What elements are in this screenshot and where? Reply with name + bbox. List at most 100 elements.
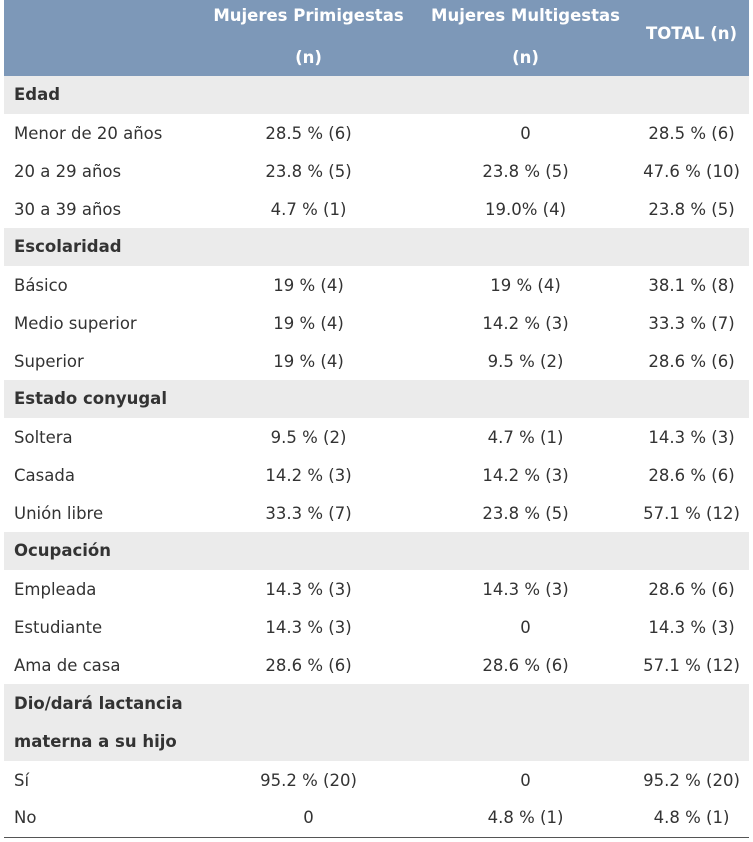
row-label: Básico (14, 275, 68, 295)
section-empty-cell (634, 76, 749, 114)
table-row: Básico 19 % (4) 19 % (4) 38.1 % (8) (4, 266, 749, 304)
section-title: Escolaridad (4, 228, 200, 266)
section-title-line: Dio/dará lactancia (14, 693, 183, 713)
section-empty-cell (200, 684, 417, 761)
cell-primigestas: 4.7 % (1) (270, 199, 347, 219)
row-label: No (4, 799, 200, 838)
table-row: Superior 19 % (4) 9.5 % (2) 28.6 % (6) (4, 342, 749, 380)
row-label: Superior (14, 351, 84, 371)
section-empty-cell (634, 228, 749, 266)
row-label: Casada (14, 465, 75, 485)
table-row: Unión libre 33.3 % (7) 23.8 % (5) 57.1 % (1… (4, 494, 749, 532)
row-label: Menor de 20 años (14, 123, 163, 143)
cell-multigestas: 14.2 % (3) (482, 313, 569, 333)
table-row: Medio superior 19 % (4) 14.2 % (3) 33.3 % (… (4, 304, 749, 342)
section-empty-cell (417, 532, 634, 570)
cell-total: 28.6 % (6) (648, 579, 735, 599)
row-label: Sí (14, 770, 30, 790)
section-empty-cell (634, 684, 749, 761)
cell-primigestas: 33.3 % (7) (265, 503, 352, 523)
row-label: Empleada (14, 579, 97, 599)
table-header-row: Mujeres Primigestas (n) Mujeres Multiges… (4, 0, 749, 76)
cell-primigestas: 14.2 % (3) (265, 465, 352, 485)
section-empty-cell (634, 380, 749, 418)
header-primigestas-title: Mujeres Primigestas (213, 6, 404, 25)
table-row: Casada 14.2 % (3) 14.2 % (3) 28.6 % (6) (4, 456, 749, 494)
table-row: No 0 4.8 % (1) 4.8 % (1) (4, 799, 749, 838)
section-title: Edad (4, 76, 200, 114)
cell-total: 33.3 % (7) (648, 313, 735, 333)
cell-multigestas: 4.8 % (1) (417, 799, 634, 838)
table-row: Soltera 9.5 % (2) 4.7 % (1) 14.3 % (3) (4, 418, 749, 456)
section-title-line: Escolaridad (14, 237, 122, 256)
row-label: 30 a 39 años (14, 199, 122, 219)
section-header-row: Dio/dará lactancia materna a su hijo (4, 684, 749, 761)
cell-primigestas: 19 % (4) (273, 313, 344, 333)
table-row: Menor de 20 años 28.5 % (6) 0 28.5 % (6) (4, 114, 749, 152)
row-label: Unión libre (14, 503, 104, 523)
header-multigestas-unit: (n) (512, 48, 539, 67)
cell-primigestas: 95.2 % (20) (260, 770, 357, 790)
row-label: 20 a 29 años (14, 161, 122, 181)
row-label: Medio superior (14, 313, 137, 333)
header-primigestas: Mujeres Primigestas (n) (200, 0, 417, 76)
section-header-row: Estado conyugal (4, 380, 749, 418)
table-row: Empleada 14.3 % (3) 14.3 % (3) 28.6 % (6) (4, 570, 749, 608)
cell-total: 57.1 % (12) (643, 655, 740, 675)
header-label-column (4, 0, 200, 76)
table-row: Estudiante 14.3 % (3) 0 14.3 % (3) (4, 608, 749, 646)
cell-primigestas: 19 % (4) (273, 275, 344, 295)
cell-primigestas: 0 (200, 799, 417, 838)
row-label: Ama de casa (14, 655, 121, 675)
cell-multigestas: 14.3 % (3) (482, 579, 569, 599)
cell-multigestas: 0 (520, 617, 531, 637)
section-empty-cell (200, 380, 417, 418)
section-header-row: Edad (4, 76, 749, 114)
cell-total: 47.6 % (10) (643, 161, 740, 181)
section-title: Ocupación (4, 532, 200, 570)
section-title: Estado conyugal (4, 380, 200, 418)
cell-total: 28.5 % (6) (648, 123, 735, 143)
cell-multigestas: 23.8 % (5) (482, 161, 569, 181)
section-title-line: materna a su hijo (14, 731, 177, 751)
row-label: Soltera (14, 427, 73, 447)
table-row: 30 a 39 años 4.7 % (1) 19.0% (4) 23.8 % (5) (4, 190, 749, 228)
cell-multigestas: 0 (520, 770, 531, 790)
section-empty-cell (417, 684, 634, 761)
table-row: 20 a 29 años 23.8 % (5) 23.8 % (5) 47.6 % (… (4, 152, 749, 190)
section-header-row: Ocupación (4, 532, 749, 570)
header-multigestas: Mujeres Multigestas (n) (417, 0, 634, 76)
cell-total: 28.6 % (6) (648, 351, 735, 371)
cell-primigestas: 19 % (4) (273, 351, 344, 371)
section-title-line: Edad (14, 85, 61, 104)
section-header-row: Escolaridad (4, 228, 749, 266)
cell-total: 38.1 % (8) (648, 275, 735, 295)
cell-primigestas: 28.6 % (6) (265, 655, 352, 675)
cell-total: 14.3 % (3) (648, 427, 735, 447)
cell-primigestas: 14.3 % (3) (265, 579, 352, 599)
table-row: Sí 95.2 % (20) 0 95.2 % (20) (4, 761, 749, 799)
cell-total: 14.3 % (3) (648, 617, 735, 637)
row-label: Estudiante (14, 617, 103, 637)
section-title-line: Estado conyugal (14, 389, 167, 408)
demographics-table: Mujeres Primigestas (n) Mujeres Multiges… (4, 0, 749, 838)
cell-primigestas: 23.8 % (5) (265, 161, 352, 181)
section-empty-cell (417, 76, 634, 114)
section-title-line: Ocupación (14, 541, 112, 560)
cell-primigestas: 14.3 % (3) (265, 617, 352, 637)
section-title: Dio/dará lactancia materna a su hijo (4, 684, 200, 761)
cell-multigestas: 4.7 % (1) (487, 427, 564, 447)
section-empty-cell (200, 228, 417, 266)
header-multigestas-title: Mujeres Multigestas (431, 6, 620, 25)
table-body: Edad Menor de 20 años 28.5 % (6) 0 28.5 % (6… (4, 76, 749, 838)
cell-multigestas: 19.0% (4) (484, 199, 567, 219)
header-total: TOTAL (n) (634, 0, 749, 76)
header-primigestas-unit: (n) (295, 48, 322, 67)
cell-multigestas: 0 (520, 123, 531, 143)
cell-total: 23.8 % (5) (648, 199, 735, 219)
cell-total: 28.6 % (6) (648, 465, 735, 485)
section-empty-cell (634, 532, 749, 570)
cell-multigestas: 14.2 % (3) (482, 465, 569, 485)
cell-primigestas: 9.5 % (2) (270, 427, 347, 447)
